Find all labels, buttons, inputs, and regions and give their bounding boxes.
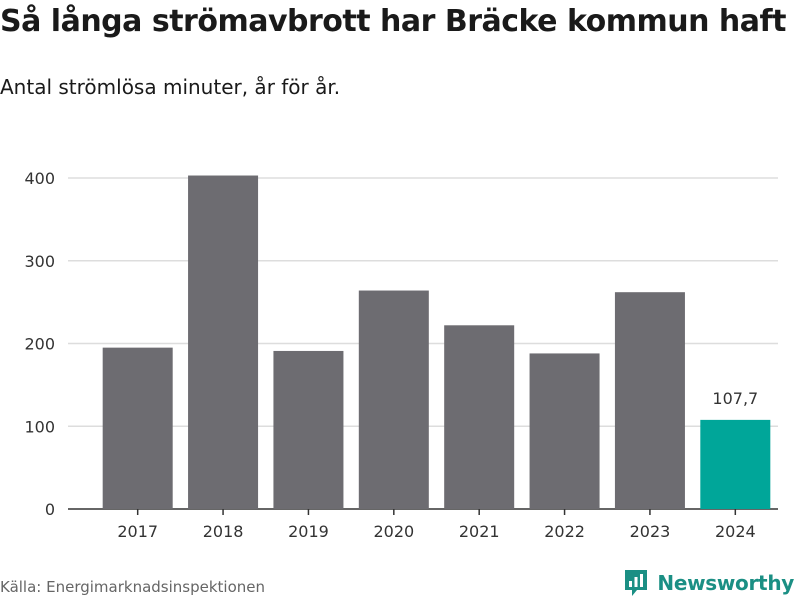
chart-title: Så långa strömavbrott har Bräcke kommun … xyxy=(0,4,786,39)
x-tick-label: 2021 xyxy=(459,522,500,541)
bar-2019 xyxy=(273,350,344,509)
bar-2017 xyxy=(102,347,173,509)
bar-2021 xyxy=(444,325,515,509)
brand-name: Newsworthy xyxy=(657,571,794,595)
y-tick-label: 100 xyxy=(24,417,55,436)
y-tick-label: 200 xyxy=(24,335,55,354)
x-tick-label: 2018 xyxy=(203,522,244,541)
y-tick-label: 300 xyxy=(24,252,55,271)
bar-2018 xyxy=(188,175,259,509)
brand-logo[interactable]: Newsworthy xyxy=(623,568,794,598)
x-tick-label: 2020 xyxy=(373,522,414,541)
x-tick-label: 2019 xyxy=(288,522,329,541)
bar-2020 xyxy=(358,290,429,509)
newsworthy-logo-icon xyxy=(625,570,648,596)
data-label: 107,7 xyxy=(712,389,758,408)
bar-2023 xyxy=(614,292,685,509)
x-tick-label: 2022 xyxy=(544,522,585,541)
x-tick-label: 2017 xyxy=(117,522,158,541)
x-tick-label: 2024 xyxy=(715,522,756,541)
chart-subtitle: Antal strömlösa minuter, år för år. xyxy=(0,75,341,99)
y-tick-label: 0 xyxy=(45,500,55,519)
bar-2024 xyxy=(700,419,771,509)
source-note: Källa: Energimarknadsinspektionen xyxy=(0,578,266,596)
y-tick-label: 400 xyxy=(24,169,55,188)
bar-2022 xyxy=(529,353,600,509)
x-tick-label: 2023 xyxy=(630,522,671,541)
